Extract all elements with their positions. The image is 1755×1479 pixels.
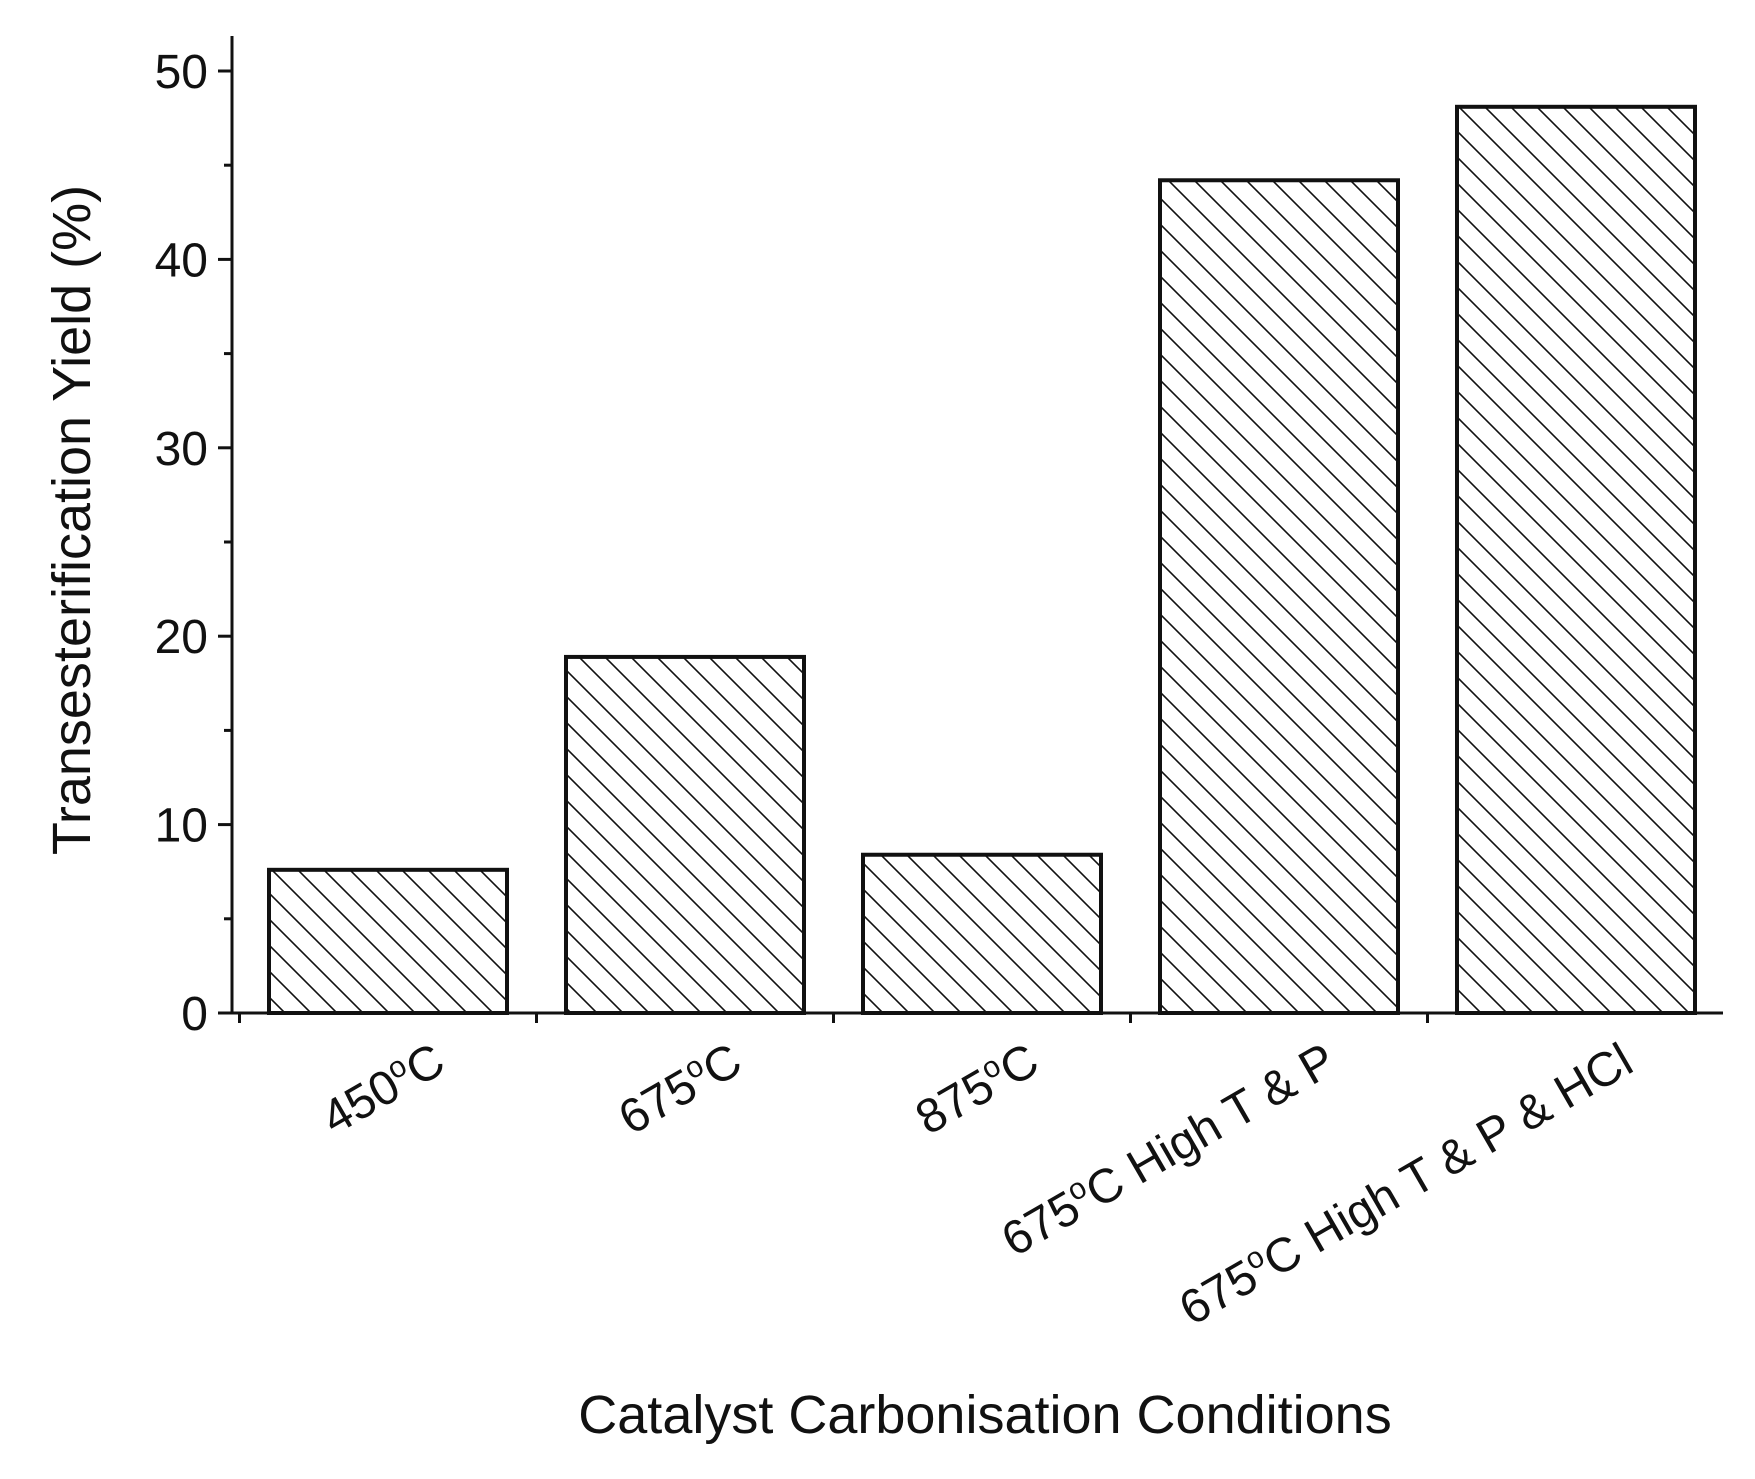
x-axis-title: Catalyst Carbonisation Conditions: [578, 1385, 1391, 1445]
bar-3: [861, 852, 1103, 1016]
x-category-label: 875oC: [906, 1032, 1047, 1145]
y-tick-label: 40: [155, 234, 208, 287]
y-tick-label: 30: [155, 423, 208, 476]
bar-5: [1455, 104, 1697, 1015]
bar-2: [564, 654, 806, 1015]
bar-4: [1158, 178, 1400, 1016]
x-category-label: 450oC: [312, 1032, 453, 1145]
y-tick-label: 20: [155, 611, 208, 664]
y-tick-label: 0: [181, 988, 208, 1041]
y-axis-title: Transesterification Yield (%): [42, 185, 102, 855]
bar-1: [267, 867, 509, 1015]
x-category-label: 675oC: [609, 1032, 750, 1145]
y-tick-label: 50: [155, 46, 208, 99]
y-tick-label: 10: [155, 800, 208, 853]
